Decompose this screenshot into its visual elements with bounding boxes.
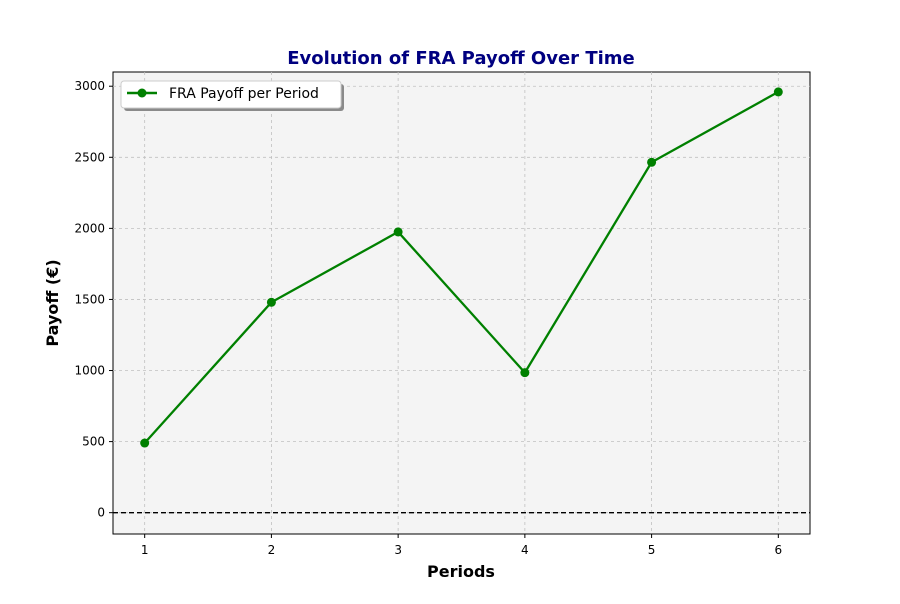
y-tick-label: 500 [82,435,105,449]
series-group [140,87,783,448]
x-tick-label: 4 [521,543,529,557]
y-tick-label: 1000 [74,364,105,378]
x-axis-ticks: 1 2 3 4 5 6 [141,534,782,557]
x-tick-label: 2 [268,543,276,557]
legend: FRA Payoff per Period [120,80,344,111]
chart-title: Evolution of FRA Payoff Over Time [287,48,634,69]
x-tick-label: 5 [648,543,656,557]
data-point [140,438,150,448]
y-tick-label: 1500 [74,292,105,306]
y-tick-label: 0 [97,506,105,520]
legend-series-label: FRA Payoff per Period [169,86,319,102]
series-line [143,90,779,444]
legend-series-marker [137,88,147,98]
x-tick-label: 6 [774,543,782,557]
x-axis-label: Periods [427,562,495,581]
y-axis-ticks: 0 500 1000 1500 2000 2500 3000 [74,79,113,520]
y-tick-label: 3000 [74,79,105,93]
x-tick-label: 3 [394,543,402,557]
x-tick-label: 1 [141,543,149,557]
y-tick-label: 2000 [74,221,105,235]
legend-box [120,80,342,109]
y-axis-label: Payoff (€) [43,259,62,346]
data-point [520,368,530,378]
data-point [393,227,403,237]
data-point [647,157,657,167]
data-point [266,297,276,307]
y-tick-label: 2500 [74,150,105,164]
data-point [773,87,783,97]
